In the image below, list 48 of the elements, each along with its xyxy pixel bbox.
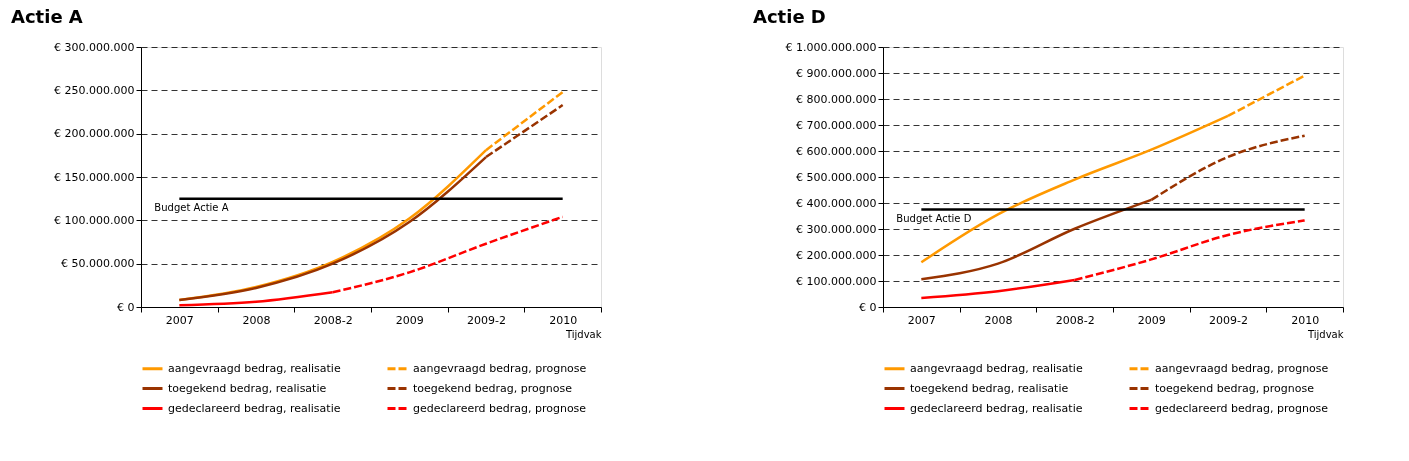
y-tick-label: € 700.000.000 (796, 118, 877, 132)
chart-title: Actie A (11, 6, 83, 27)
y-tick-label: € 250.000.000 (54, 83, 135, 97)
y-tick-label: € 300.000.000 (54, 40, 135, 54)
x-axis-title: Tijdvak (564, 328, 602, 340)
x-tick-label: 2008-2 (313, 313, 353, 327)
legend-label: aangevraagd bedrag, realisatie (168, 361, 341, 375)
y-tick-label: € 400.000.000 (796, 196, 877, 210)
y-tick-label: € 300.000.000 (796, 222, 877, 236)
ref-line-label: Budget Actie A (154, 201, 229, 213)
y-tick-label: € 500.000.000 (796, 170, 877, 184)
x-tick-label: 2009-2 (1209, 313, 1248, 327)
y-tick-label: € 200.000.000 (796, 248, 877, 262)
x-tick-label: 2007 (907, 313, 936, 327)
x-tick-label: 2010 (549, 313, 578, 327)
legend-label: gedeclareerd bedrag, realisatie (910, 401, 1083, 415)
legend-label: toegekend bedrag, prognose (1155, 381, 1315, 395)
x-tick-label: 2009 (395, 313, 424, 327)
y-tick-label: € 900.000.000 (796, 66, 877, 80)
y-tick-label: € 150.000.000 (54, 170, 135, 184)
y-tick-label: € 50.000.000 (61, 257, 135, 271)
x-axis-title: Tijdvak (1306, 328, 1344, 340)
y-tick-label: € 100.000.000 (54, 213, 135, 227)
y-tick-label: € 200.000.000 (54, 127, 135, 141)
y-tick-label: € 800.000.000 (796, 92, 877, 106)
legend-label: toegekend bedrag, realisatie (910, 381, 1069, 395)
x-tick-label: 2008 (242, 313, 271, 327)
legend-label: aangevraagd bedrag, prognose (1155, 361, 1329, 375)
chart-title: Actie D (753, 6, 826, 27)
x-tick-label: 2007 (165, 313, 194, 327)
legend-label: gedeclareerd bedrag, prognose (1155, 401, 1329, 415)
x-tick-label: 2010 (1291, 313, 1320, 327)
x-tick-label: 2009-2 (467, 313, 506, 327)
ref-line-label: Budget Actie D (896, 212, 972, 224)
x-tick-label: 2009 (1137, 313, 1166, 327)
y-tick-label: € 0 (117, 300, 135, 314)
legend-label: toegekend bedrag, prognose (413, 381, 573, 395)
legend-label: gedeclareerd bedrag, realisatie (168, 401, 341, 415)
legend-label: aangevraagd bedrag, prognose (413, 361, 587, 375)
x-tick-label: 2008-2 (1055, 313, 1095, 327)
y-tick-label: € 600.000.000 (796, 144, 877, 158)
legend-label: toegekend bedrag, realisatie (168, 381, 327, 395)
legend-label: gedeclareerd bedrag, prognose (413, 401, 587, 415)
y-tick-label: € 100.000.000 (796, 274, 877, 288)
legend-label: aangevraagd bedrag, realisatie (910, 361, 1083, 375)
y-tick-label: € 1.000.000.000 (785, 40, 877, 54)
y-tick-label: € 0 (859, 300, 877, 314)
x-tick-label: 2008 (984, 313, 1013, 327)
